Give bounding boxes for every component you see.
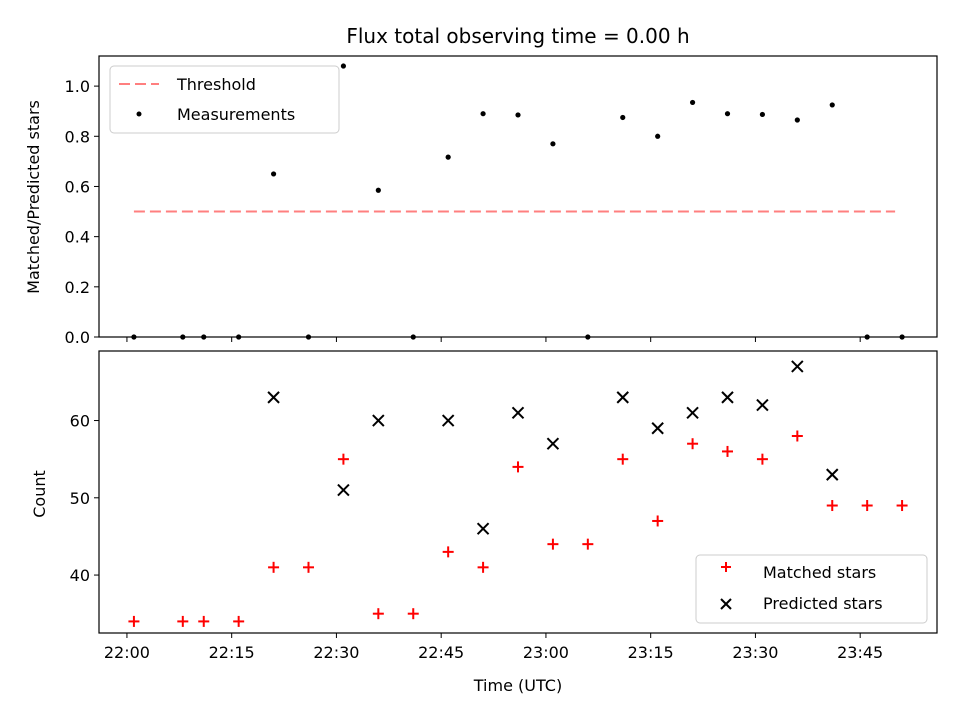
measurement-point [829, 102, 835, 108]
matched-star-point [372, 608, 384, 620]
matched-legend-swatch [721, 562, 731, 572]
top-y-tick-label: 0.8 [65, 127, 90, 146]
bottom-plot-frame [98, 350, 938, 634]
threshold-legend-label: Threshold [176, 75, 256, 94]
measurement-point [480, 111, 486, 117]
matched-star-point [407, 608, 419, 620]
predicted-star-point [476, 522, 490, 535]
bottom-y-tick-label: 40 [70, 566, 90, 585]
measurement-point [445, 154, 451, 160]
bottom-y-tick-label: 60 [70, 412, 90, 431]
predicted-star-point [441, 414, 455, 427]
top-y-axis-label: Matched/Predicted stars [24, 100, 43, 294]
predicted-star-point [337, 483, 350, 497]
measurement-point [515, 112, 521, 118]
predicted-legend-swatch [720, 598, 732, 610]
predicted-star-point [616, 391, 629, 404]
bottom-x-axis-ticks: 22:00 22:15 22:30 22:45 23:00 23:15 23:30 23:45 [104, 633, 883, 662]
measurement-point [655, 133, 661, 139]
measurement-point [689, 99, 696, 106]
bottom-x-tick-label: 22:45 [418, 643, 464, 662]
bottom-x-tick-label: 22:30 [313, 643, 359, 662]
top-y-tick-label: 1.0 [65, 77, 90, 96]
matched-star-point [756, 453, 768, 465]
matched-star-point [442, 546, 454, 558]
predicted-star-point [721, 391, 734, 404]
matched-star-point [652, 515, 664, 527]
predicted-star-point [372, 414, 385, 427]
measurements-legend-label: Measurements [177, 105, 295, 124]
matched-star-point [198, 615, 210, 627]
matched-star-point [512, 461, 524, 473]
bottom-y-axis-ticks: 40 50 60 [70, 412, 99, 585]
bottom-legend-box [695, 554, 928, 624]
matched-star-point [722, 445, 733, 457]
top-y-tick-label: 0.4 [65, 228, 90, 247]
measurement-point [759, 111, 766, 118]
matched-star-point [337, 453, 349, 465]
measurement-point [620, 114, 626, 121]
predicted-star-point [511, 406, 525, 420]
matched-star-point [896, 500, 908, 512]
bottom-legend: Matched stars Predicted stars [695, 554, 928, 624]
bottom-x-tick-label: 23:30 [732, 643, 778, 662]
predicted-star-point [756, 398, 769, 412]
matched-star-point [861, 500, 873, 512]
top-plot-frame [98, 55, 938, 338]
top-y-tick-label: 0.0 [65, 328, 90, 347]
measurement-point [724, 111, 731, 117]
bottom-series [128, 360, 908, 627]
predicted-star-point [791, 360, 804, 373]
matched-star-point [547, 538, 559, 550]
matched-star-point [791, 430, 803, 442]
predicted-star-point [826, 468, 839, 481]
predicted-legend-label: Predicted stars [763, 594, 883, 613]
chart-title: Flux total observing time = 0.00 h [346, 24, 689, 48]
bottom-y-axis-label: Count [30, 470, 49, 518]
matched-star-point [582, 538, 594, 550]
matched-star-point [477, 561, 489, 573]
bottom-y-tick-label: 50 [70, 489, 90, 508]
bottom-x-tick-label: 23:45 [837, 643, 883, 662]
top-y-tick-label: 0.6 [65, 177, 90, 196]
top-x-axis-ticks [126, 337, 861, 342]
measurement-point [375, 187, 381, 193]
measurement-point [794, 117, 800, 123]
matched-star-point [826, 500, 838, 512]
matched-star-point [303, 561, 314, 573]
matched-star-point [177, 615, 189, 627]
predicted-star-point [651, 422, 664, 435]
measurement-point [340, 63, 347, 69]
predicted-star-point [686, 406, 699, 420]
top-legend-box [109, 65, 340, 134]
bottom-x-tick-label: 22:15 [209, 643, 255, 662]
bottom-x-tick-label: 23:15 [628, 643, 674, 662]
matched-star-point [687, 438, 699, 450]
matched-star-point [268, 561, 280, 573]
top-legend: Threshold Measurements [109, 65, 340, 134]
predicted-star-point [267, 391, 280, 404]
top-y-axis-ticks: 0.0 0.2 0.4 0.6 0.8 1.0 [65, 77, 99, 347]
top-y-tick-label: 0.2 [65, 278, 90, 297]
x-axis-label: Time (UTC) [473, 676, 562, 695]
measurement-point [270, 171, 277, 177]
bottom-x-tick-label: 23:00 [523, 643, 569, 662]
matched-legend-label: Matched stars [763, 563, 876, 582]
matched-star-point [617, 453, 629, 465]
matched-star-point [128, 615, 140, 627]
measurements-legend-swatch [136, 111, 142, 117]
matched-star-point [233, 615, 245, 627]
measurement-point [550, 141, 556, 147]
bottom-x-tick-label: 22:00 [104, 643, 150, 662]
predicted-star-point [546, 437, 560, 450]
